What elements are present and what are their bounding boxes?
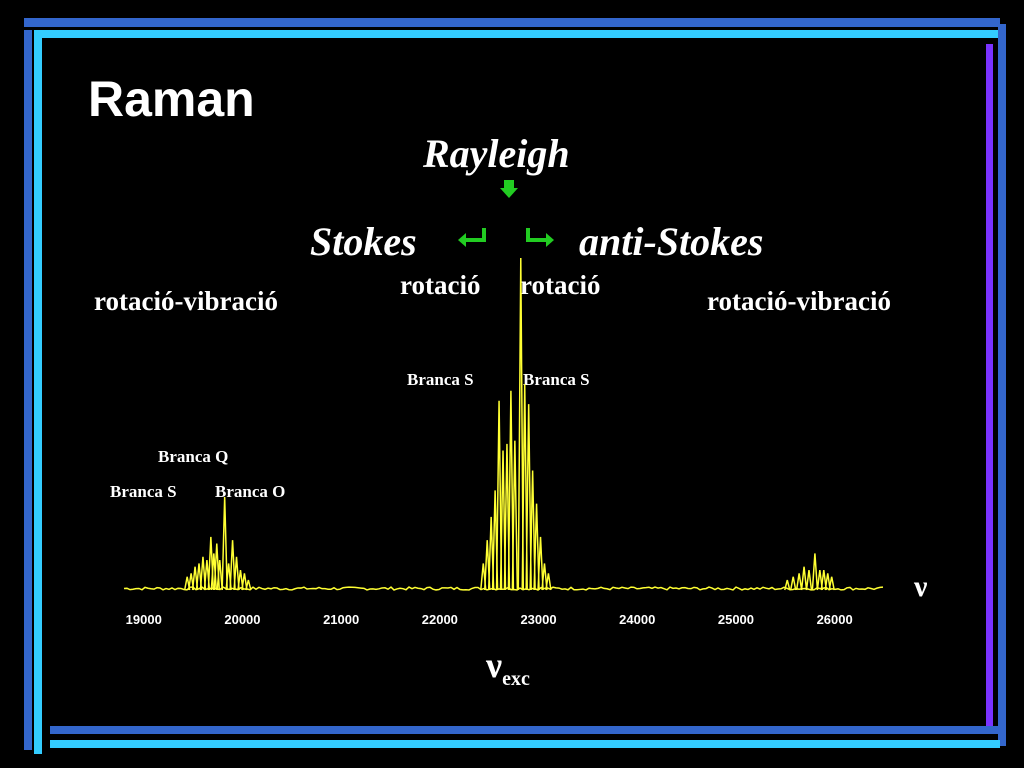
rayleigh-label: Rayleigh [423,131,570,176]
spectrum-peak [784,579,791,591]
spectrum-peak [795,573,803,591]
spectrum-peak [545,573,552,591]
branch-o-label: Branca O [215,482,286,501]
down-arrow-icon [500,180,518,198]
spectrum-peak [245,579,252,591]
nu-axis-label: ν [914,570,928,603]
spectrum-peak [541,563,548,591]
return-left-arrow-icon [458,228,486,247]
spectrum-peak [221,497,228,591]
spectrum-peak [237,569,244,591]
x-tick-label: 21000 [323,612,359,627]
frame-top-bar-blue [24,18,1000,27]
frame-left-bar-blue [24,30,32,750]
spectrum-peak [789,576,797,591]
branch-s-center-left: Branca S [407,370,474,389]
spectrum-peak [517,257,525,591]
spectrum-peak [820,569,828,591]
frame-right-bar-purple [986,44,993,728]
branch-s-left-label: Branca S [110,482,177,501]
spectrum-peak [824,573,831,591]
nu-exc-symbol: ν [486,645,503,685]
x-tick-label: 24000 [619,612,655,627]
x-tick-label: 22000 [422,612,458,627]
frame-left-bar-cyan [34,38,42,754]
frame-bottom-bar-cyan [50,740,1000,748]
x-tick-label: 26000 [817,612,853,627]
spectrum-peak [216,560,223,591]
spectrum-peak [828,576,835,591]
frame-bottom-bar-blue [50,726,1000,734]
frame-top-bar-cyan [34,30,1000,38]
stokes-label: Stokes [310,219,417,264]
spectrum-peak [529,470,536,591]
rotvib-label-right: rotació-vibració [707,286,891,316]
branch-q-label: Branca Q [158,447,229,466]
spectrum-peak [533,503,540,591]
rotvib-label-left: rotació-vibració [94,286,278,316]
nu-exc-subscript: exc [502,668,530,691]
return-right-arrow-icon [526,228,554,247]
branch-s-center-right: Branca S [523,370,590,389]
slide-title: Raman [88,71,255,127]
frame-right-bar-blue [998,24,1006,746]
spectrum-peak [537,536,544,591]
x-tick-label: 25000 [718,612,754,627]
spectrum-peak [511,440,519,591]
spectrum-peak [229,540,236,591]
anti-stokes-label: anti-Stokes [579,219,764,264]
nu-exc-label: νexc [486,644,530,691]
rotation-label-right: rotació [520,270,601,300]
spectrum-peak [800,566,808,591]
spectrum-peak [507,390,515,591]
spectrum-peak [495,400,503,591]
spectrum-peak [811,553,819,591]
rotation-label-left: rotació [400,270,481,300]
x-tick-label: 20000 [224,612,260,627]
spectrum-peak [241,573,248,591]
spectrum-peak [233,556,240,591]
spectrum-peak [525,404,532,591]
spectrum-peak [805,569,813,591]
x-tick-label: 19000 [126,612,162,627]
x-tick-label: 23000 [520,612,556,627]
